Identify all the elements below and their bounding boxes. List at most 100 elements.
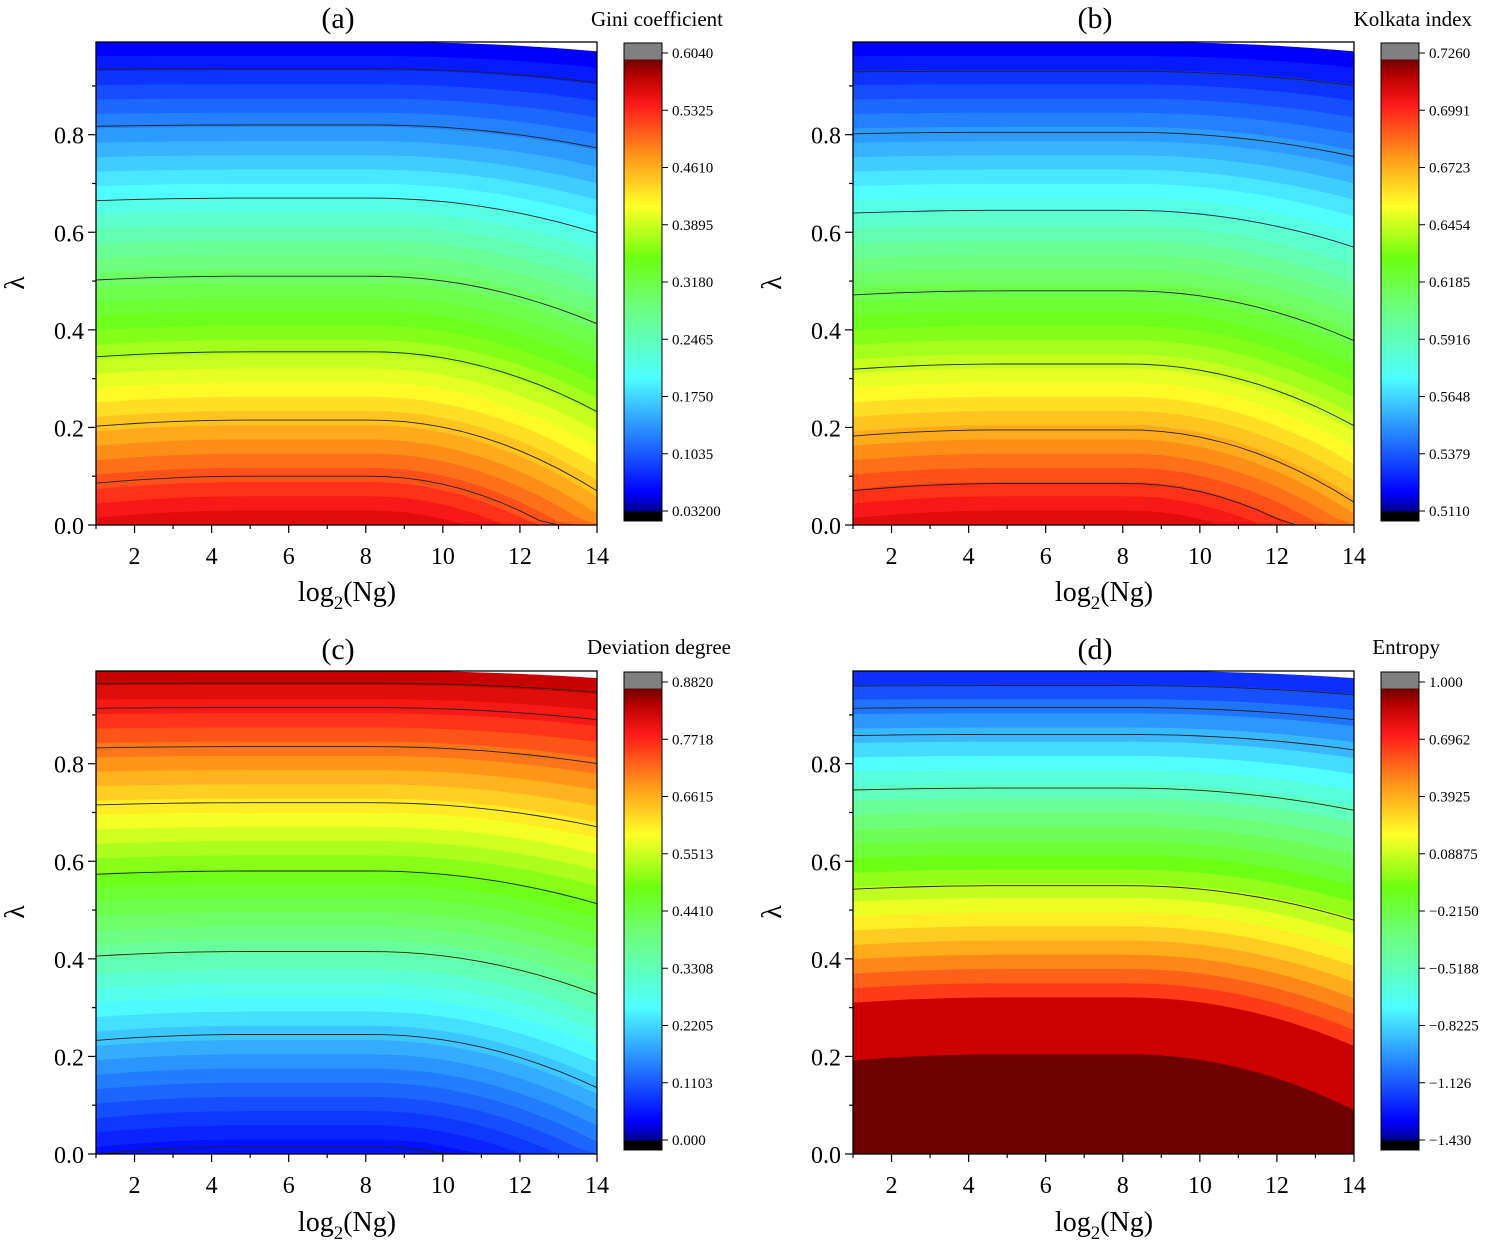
colorbar-tick-label: −1.430 [1429,1133,1471,1149]
colorbar-tick-label: 0.8820 [672,675,713,691]
contour-line [852,483,1354,526]
colorbar-tick-label: 0.3895 [672,218,713,234]
colorbar-title: Deviation degree [587,635,731,659]
x-tick-label: 10 [1188,1173,1212,1199]
x-tick-label: 8 [1117,1173,1129,1199]
panel-label: (d) [1078,633,1113,666]
panel-label: (c) [321,633,354,666]
colorbar-tick-label: 0.4610 [672,161,713,177]
x-tick-label: 10 [431,544,455,570]
x-tick-label: 6 [283,544,295,570]
panel-a: (a) Gini coefficient 2 4 6 8 10 12 14 0.0 0.2 0.4… [0,2,723,614]
x-tick-label: 2 [129,544,141,570]
contour-line [852,787,1355,811]
y-tick-label: 0.4 [54,319,84,345]
x-tick-label: 8 [1117,544,1129,570]
heatmap-plot: 2 4 6 8 10 12 14 0.0 0.2 0.4 0.6 0.8 [811,41,1366,570]
colorbar-tick-label: 0.03200 [672,504,721,520]
contour-line [852,209,1355,248]
colorbar-tick-label: 0.3308 [672,961,713,977]
x-tick-label: 12 [508,544,532,570]
colorbar-gradient [623,42,663,522]
contour-line [95,68,598,84]
y-tick-label: 0.8 [54,753,84,779]
colorbar-title: Entropy [1372,635,1440,659]
y-tick-label: 0.0 [54,1143,84,1169]
colorbar-tick-label: 0.6615 [672,790,713,806]
x-axis-label: log2(Ng) [298,1207,396,1244]
contour-line [95,870,598,905]
contour-line [95,951,598,995]
x-tick-label: 14 [1342,1173,1366,1199]
heatmap-plot: 2 4 6 8 10 12 14 0.0 0.2 0.4 0.6 0.8 [54,670,609,1199]
colorbar-tick-label: 0.5325 [672,103,713,119]
colorbar-tick-label: 0.5379 [1429,447,1470,463]
x-tick-label: 8 [360,544,372,570]
y-tick-label: 0.8 [811,753,841,779]
contour-line [95,475,597,526]
y-tick-label: 0.2 [811,1045,841,1071]
y-tick-label: 0.0 [811,514,841,540]
heatmap-plot: 2 4 6 8 10 12 14 0.0 0.2 0.4 0.6 0.8 [811,670,1366,1199]
contour-line [95,682,598,693]
x-tick-label: 2 [886,544,898,570]
panel-d: (d) Entropy 2 4 6 8 10 12 14 0.0 0.2 0.4 0.6 0.8 1.… [757,633,1479,1244]
x-tick-label: 4 [206,1173,218,1199]
colorbar-title: Gini coefficient [591,7,723,31]
colorbar-tick-label: −0.2150 [1429,904,1479,920]
panel-c: (c) Deviation degree 2 4 6 8 10 12 14 0.0 0.2 0.4… [0,633,731,1244]
colorbar-title: Kolkata index [1354,7,1473,31]
y-tick-label: 0.4 [811,319,841,345]
x-tick-label: 12 [508,1173,532,1199]
y-axis-label: λ [757,905,788,919]
panel-b: (b) Kolkata index 2 4 6 8 10 12 14 0.0 0.2 0.4 0.6… [757,2,1472,614]
y-tick-label: 0.8 [54,124,84,150]
colorbar-gradient [623,671,663,1151]
colorbar-tick-label: 0.5916 [1429,332,1471,348]
contour-line [852,733,1355,751]
y-tick-label: 0.6 [811,221,841,247]
x-tick-label: 10 [431,1173,455,1199]
panel-label: (b) [1078,2,1113,35]
x-tick-label: 6 [1040,544,1052,570]
contour-line [853,685,1355,696]
contour-line [95,1034,598,1089]
plot-frame [95,41,598,526]
plot-frame [95,670,598,1155]
colorbar-tick-label: 0.2465 [672,332,713,348]
contour-line [852,429,1355,503]
colorbar-tick-label: 0.5648 [1429,390,1470,406]
x-tick-label: 6 [1040,1173,1052,1199]
y-tick-label: 0.0 [811,1143,841,1169]
colorbar-tick-label: 1.000 [1429,675,1463,691]
contour-line [95,351,598,413]
colorbar-tick-label: 0.6185 [1429,275,1470,291]
colorbar-tick-label: 0.6991 [1429,103,1470,119]
colorbar-tick-label: 0.5110 [1429,504,1470,520]
colorbar-tick-label: −1.126 [1429,1076,1472,1092]
x-tick-label: 12 [1265,1173,1289,1199]
y-tick-label: 0.6 [811,850,841,876]
plot-frame [852,41,1355,526]
colorbar: 1.000 0.6962 0.3925 0.08875 −0.2150 −0.5188 −0… [1380,671,1479,1151]
colorbar-tick-label: 0.4410 [672,904,713,920]
y-tick-label: 0.2 [54,1045,84,1071]
colorbar-tick-label: 0.000 [672,1133,706,1149]
colorbar-tick-label: 0.1103 [672,1076,713,1092]
y-tick-label: 0.2 [811,416,841,442]
colorbar-tick-label: 0.6454 [1429,218,1471,234]
colorbar-gradient [1380,42,1420,522]
colorbar: 0.8820 0.7718 0.6615 0.5513 0.4410 0.3308 0.22… [623,671,713,1151]
contour-line [852,885,1355,921]
colorbar-tick-label: 0.7260 [1429,46,1470,62]
y-tick-label: 0.2 [54,416,84,442]
x-tick-label: 2 [886,1173,898,1199]
colorbar-tick-label: 0.1035 [672,447,713,463]
contour-line [852,707,1355,721]
x-tick-label: 14 [585,544,609,570]
x-axis-label: log2(Ng) [298,577,396,614]
contour-line [95,746,598,765]
y-tick-label: 0.6 [54,850,84,876]
contour-line [852,363,1355,427]
x-tick-label: 4 [963,1173,975,1199]
